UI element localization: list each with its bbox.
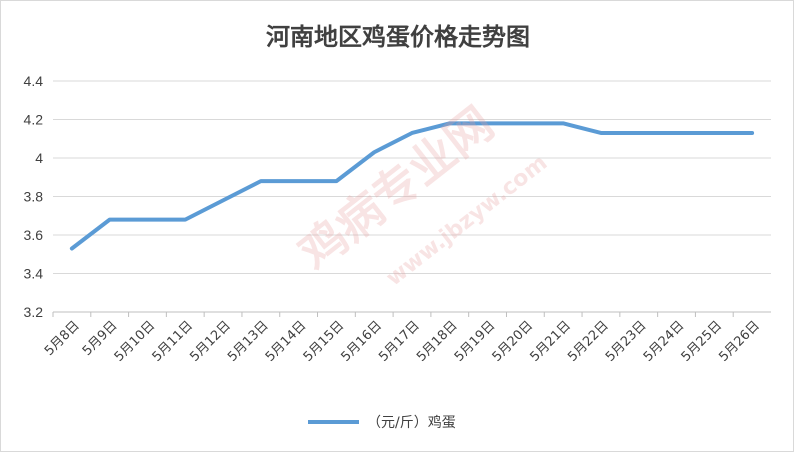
- x-tick-label: 5月10日: [112, 318, 159, 365]
- y-tick-label: 4.2: [24, 112, 44, 128]
- x-tick-label: 5月16日: [338, 318, 385, 365]
- y-tick-label: 4: [35, 150, 43, 166]
- y-tick-label: 3.6: [24, 227, 44, 243]
- x-tick-label: 5月24日: [641, 318, 688, 365]
- watermark: 鸡病专业网 www.jbzyw.com: [289, 96, 552, 291]
- x-tick-label: 5月22日: [565, 318, 612, 365]
- x-tick-label: 5月13日: [225, 318, 272, 365]
- x-tick-label: 5月20日: [490, 318, 537, 365]
- x-tick-label: 5月17日: [376, 318, 423, 365]
- x-tick-label: 5月14日: [263, 318, 310, 365]
- series-group: [69, 121, 755, 251]
- watermark-text: 鸡病专业网: [289, 96, 503, 280]
- x-tick-label: 5月23日: [603, 318, 650, 365]
- x-tick-label: 5月8日: [42, 318, 83, 359]
- x-tick-label: 5月21日: [527, 318, 574, 365]
- x-tick-label: 5月19日: [452, 318, 499, 365]
- x-tick-label: 5月12日: [187, 318, 234, 365]
- x-tick-label: 5月25日: [679, 318, 726, 365]
- y-tick-label: 3.8: [24, 189, 44, 205]
- y-tick-label: 4.4: [24, 73, 44, 89]
- y-axis-ticks: 3.2 3.4 3.6 3.8 4 4.2 4.4: [24, 73, 44, 320]
- x-tick-label: 5月11日: [150, 318, 197, 365]
- x-tick-label: 5月15日: [301, 318, 348, 365]
- x-tick-label: 5月18日: [414, 318, 461, 365]
- x-tick-label: 5月26日: [716, 318, 763, 365]
- y-tick-label: 3.4: [24, 266, 44, 282]
- x-axis-ticks: 5月8日5月9日5月10日5月11日5月12日5月13日5月14日5月15日5月…: [42, 312, 763, 365]
- legend-label: （元/斤）鸡蛋: [367, 414, 456, 431]
- chart-title: 河南地区鸡蛋价格走势图: [266, 22, 530, 51]
- legend: （元/斤）鸡蛋: [308, 414, 456, 431]
- series-line: [69, 121, 755, 251]
- y-tick-label: 3.2: [24, 304, 44, 320]
- gridlines: [53, 80, 771, 313]
